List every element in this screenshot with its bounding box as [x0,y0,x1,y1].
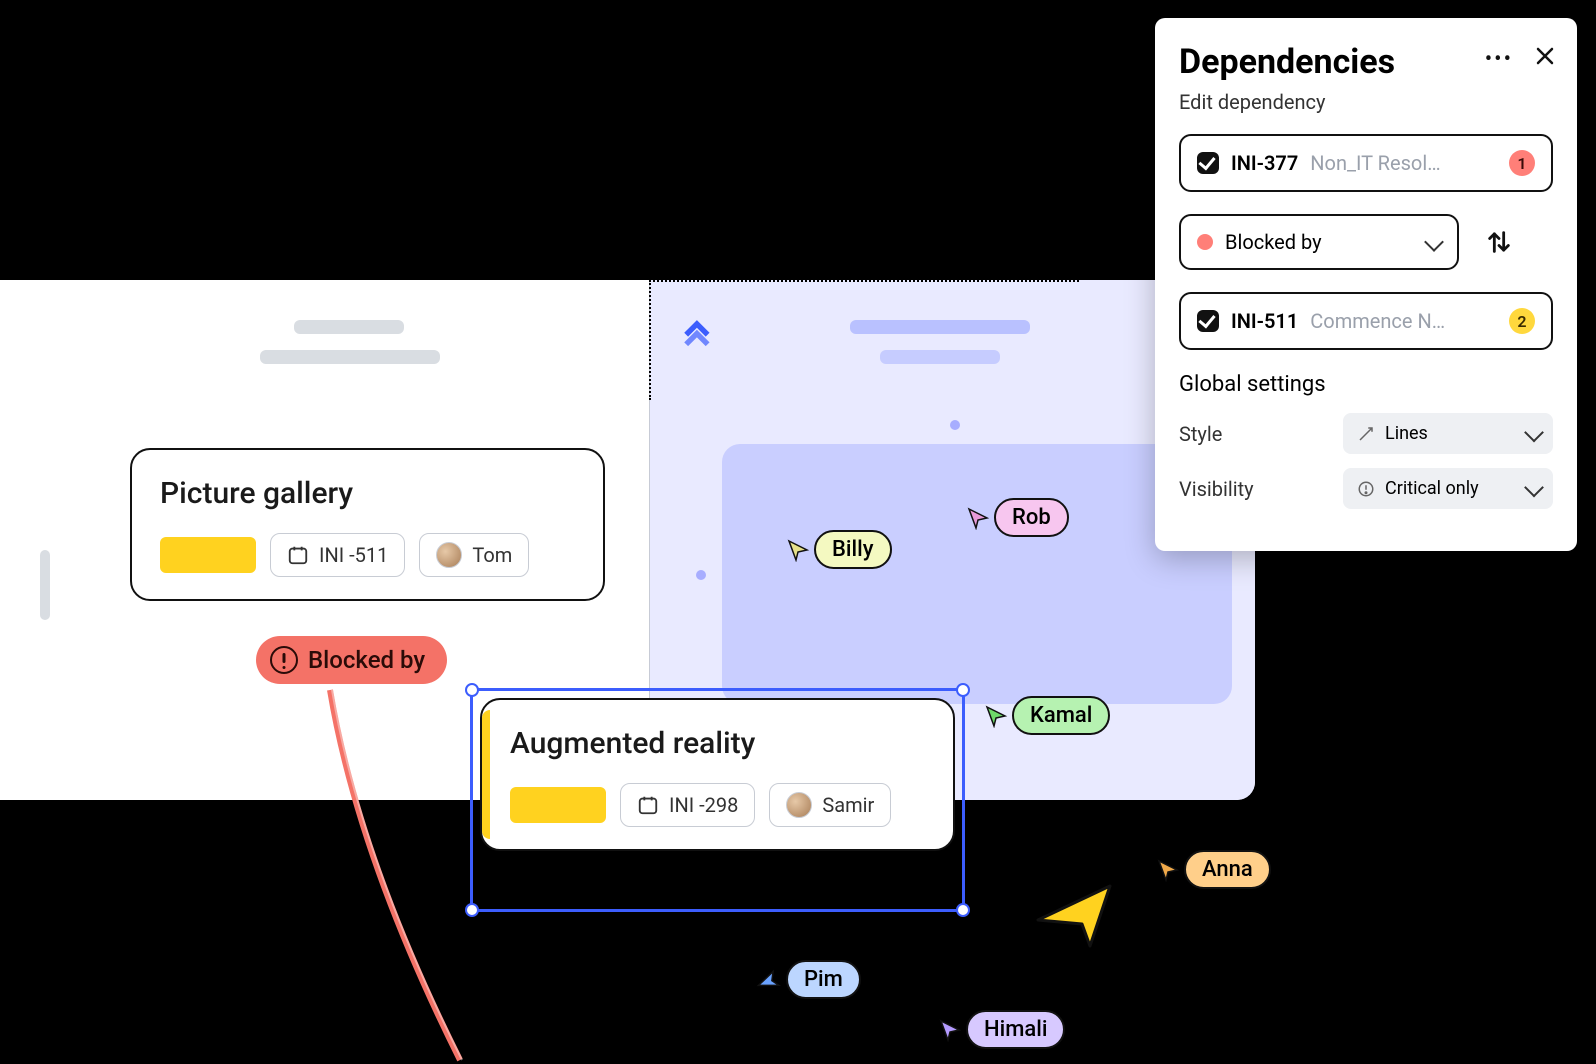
collab-cursor-himali: Himali [938,1010,1065,1049]
dependency-desc: Non_IT Resoluti… [1310,151,1450,175]
ticket-icon [287,544,309,566]
column-header-placeholder [850,320,1030,334]
visibility-value: Critical only [1385,478,1479,499]
collab-cursor-kamal: Kamal [984,696,1110,735]
style-select[interactable]: Lines [1343,413,1553,454]
swap-icon [1485,228,1513,256]
ticket-chip[interactable]: INI -511 [270,533,405,577]
close-icon[interactable] [1535,46,1555,72]
ticket-id: INI -511 [319,543,388,567]
checkbox-icon[interactable] [1197,152,1219,174]
alert-icon [270,646,298,674]
column-header-placeholder [880,350,1000,364]
chevron-down-icon [1527,478,1541,499]
ticket-id: INI -298 [669,793,738,817]
alert-circle-icon [1357,480,1375,498]
more-icon[interactable]: ••• [1485,47,1513,72]
dependency-key: INI-511 [1231,309,1298,333]
collab-name: Anna [1184,850,1271,889]
collab-cursor-pim: Pim [758,960,861,999]
chevron-down-icon [1427,230,1441,254]
assignee-chip[interactable]: Tom [419,533,529,577]
status-swatch [510,787,606,823]
relation-label: Blocked by [1225,230,1322,254]
collab-name: Himali [966,1010,1065,1049]
dependency-desc: Commence NZ… [1310,309,1450,333]
avatar [436,542,462,568]
status-swatch [160,537,256,573]
style-value: Lines [1385,423,1428,444]
global-settings-title: Global settings [1179,372,1553,397]
assignee-name: Tom [472,543,512,567]
panel-subtitle: Edit dependency [1179,90,1553,114]
dependencies-panel: ••• Dependencies Edit dependency INI-377… [1155,18,1577,551]
avatar [786,792,812,818]
visibility-select[interactable]: Critical only [1343,468,1553,509]
assignee-name: Samir [822,793,874,817]
dependency-item-2[interactable]: INI-511 Commence NZ… 2 [1179,292,1553,350]
collab-cursor-anna: Anna [1156,850,1271,889]
assignee-chip[interactable]: Samir [769,783,891,827]
visibility-label: Visibility [1179,477,1254,501]
blocked-by-label: Blocked by [308,646,425,674]
card-augmented-reality[interactable]: Augmented reality INI -298 Samir [480,698,955,851]
alignment-dot [950,420,960,430]
dependency-key: INI-377 [1231,151,1298,175]
jira-icon [680,318,714,356]
blocked-by-pill[interactable]: Blocked by [256,636,447,684]
status-dot-icon [1197,234,1213,250]
column-header-placeholder [260,350,440,364]
style-label: Style [1179,422,1222,446]
swap-button[interactable] [1477,220,1521,264]
collab-name: Kamal [1012,696,1110,735]
ticket-chip[interactable]: INI -298 [620,783,755,827]
ticket-icon [637,794,659,816]
collab-name: Rob [994,498,1069,537]
collab-cursor-rob: Rob [966,498,1069,537]
chevron-down-icon [1527,423,1541,444]
card-title: Augmented reality [510,726,925,761]
relation-select[interactable]: Blocked by [1179,214,1459,270]
card-title: Picture gallery [160,476,575,511]
column-resize-handle[interactable] [40,550,50,620]
column-header-placeholder [294,320,404,334]
collab-cursor-billy: Billy [786,530,892,569]
alignment-dot [696,570,706,580]
collab-name: Pim [786,960,861,999]
card-picture-gallery[interactable]: Picture gallery INI -511 Tom [130,448,605,601]
dependency-item-1[interactable]: INI-377 Non_IT Resoluti… 1 [1179,134,1553,192]
badge-count: 2 [1509,308,1535,334]
collab-name: Billy [814,530,892,569]
line-icon [1357,425,1375,443]
big-yellow-arrow [1032,880,1112,950]
checkbox-icon[interactable] [1197,310,1219,332]
badge-count: 1 [1509,150,1535,176]
